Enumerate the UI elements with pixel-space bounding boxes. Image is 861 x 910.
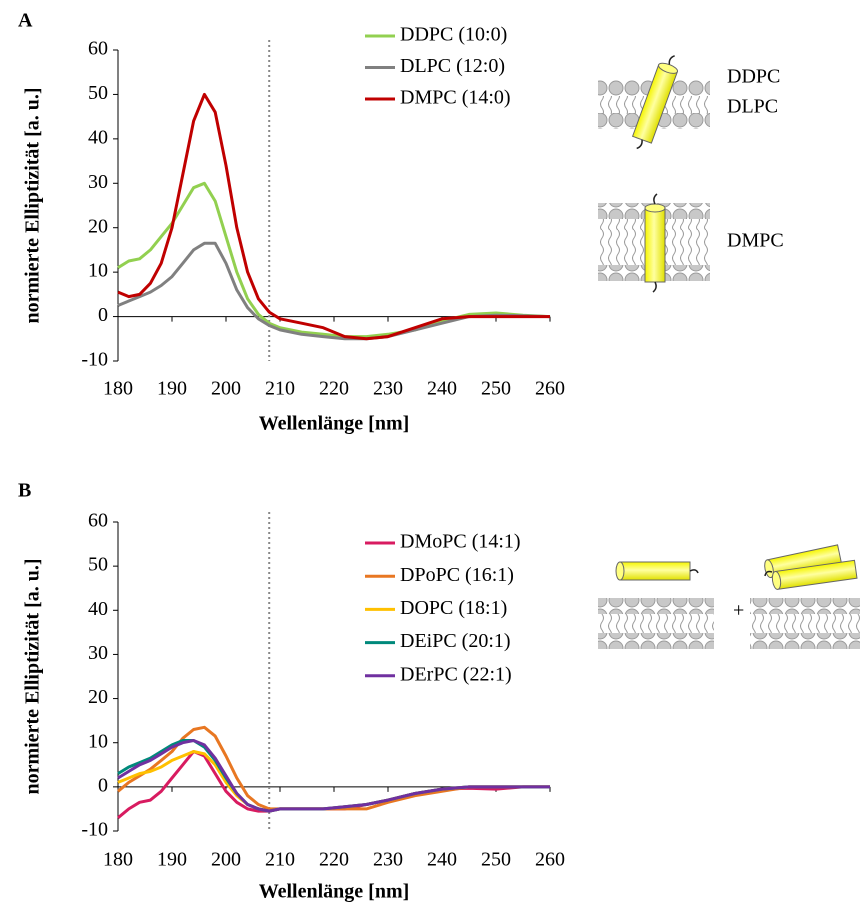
membrane-diagram: [598, 55, 710, 150]
y-tick-label: 60: [88, 510, 108, 532]
x-tick-label: 250: [481, 849, 511, 871]
y-tick-label: 50: [88, 82, 108, 104]
y-tick-label: 30: [88, 642, 108, 664]
x-axis-title: Wellenlänge [nm]: [259, 881, 410, 903]
x-tick-label: 200: [211, 378, 241, 400]
x-tick-label: 180: [103, 378, 133, 400]
legend-label: DLPC (12:0): [400, 55, 505, 77]
x-tick-label: 230: [373, 849, 403, 871]
legend-label: DDPC (10:0): [400, 24, 507, 46]
y-tick-label: 30: [88, 171, 108, 193]
y-tick-label: 0: [98, 774, 108, 796]
panel-label: B: [18, 480, 31, 502]
diagram-label: DDPC: [727, 66, 780, 88]
legend-label: DPoPC (16:1): [400, 564, 514, 586]
data-line: [117, 739, 550, 813]
data-line: [117, 750, 550, 813]
y-tick-label: 20: [88, 686, 108, 708]
x-tick-label: 250: [481, 378, 511, 400]
y-axis-title: normierte Elliptizität [a. u.]: [22, 558, 44, 794]
data-line: [117, 92, 550, 341]
x-tick-label: 190: [157, 849, 187, 871]
data-line: [117, 181, 551, 339]
legend-label: DEiPC (20:1): [400, 630, 511, 652]
membrane-diagram: [598, 561, 714, 649]
x-tick-label: 210: [265, 849, 295, 871]
legend-label: DMoPC (14:1): [400, 531, 521, 553]
x-tick-label: 190: [157, 378, 187, 400]
y-tick-label: 60: [88, 38, 108, 60]
membrane-diagram: [750, 544, 860, 649]
x-tick-label: 220: [319, 378, 349, 400]
x-tick-label: 230: [373, 378, 403, 400]
diagram-label: +: [733, 600, 744, 622]
x-tick-label: 240: [427, 378, 457, 400]
y-tick-label: 50: [88, 554, 108, 576]
y-tick-label: 10: [88, 260, 108, 282]
x-tick-label: 260: [535, 378, 565, 400]
y-axis-title: normierte Elliptizität [a. u.]: [22, 87, 44, 323]
data-line: [117, 725, 550, 811]
x-axis-title: Wellenlänge [nm]: [259, 413, 410, 435]
y-tick-label: 40: [88, 126, 108, 148]
panel-label: A: [18, 10, 33, 32]
y-tick-label: 40: [88, 598, 108, 620]
x-tick-label: 240: [427, 849, 457, 871]
diagram-label: DLPC: [727, 96, 778, 118]
y-tick-label: 20: [88, 215, 108, 237]
data-line: [117, 241, 551, 341]
diagram-label: DMPC: [727, 230, 784, 252]
x-tick-label: 260: [535, 849, 565, 871]
legend-label: DErPC (22:1): [400, 663, 512, 685]
y-tick-label: -10: [81, 349, 108, 371]
x-tick-label: 200: [211, 849, 241, 871]
legend-label: DMPC (14:0): [400, 87, 511, 109]
legend-label: DOPC (18:1): [400, 597, 507, 619]
x-tick-label: 220: [319, 849, 349, 871]
x-tick-label: 210: [265, 378, 295, 400]
membrane-diagram: [598, 193, 710, 293]
y-tick-label: 0: [98, 304, 108, 326]
y-tick-label: 10: [88, 730, 108, 752]
data-line: [117, 739, 550, 813]
x-tick-label: 180: [103, 849, 133, 871]
y-tick-label: -10: [81, 819, 108, 841]
